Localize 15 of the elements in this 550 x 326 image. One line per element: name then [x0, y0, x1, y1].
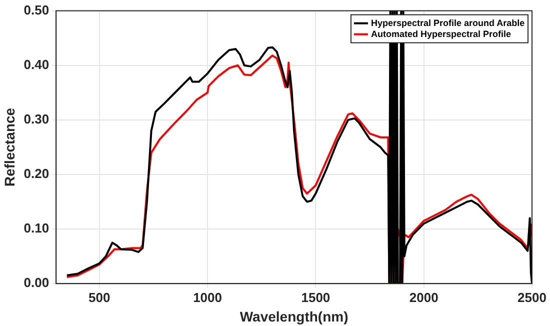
- y-axis-title: Reflectance: [1, 108, 18, 186]
- y-tick-label: 0.40: [24, 56, 50, 72]
- x-tick-label: 1500: [301, 290, 330, 305]
- y-tick-label: 0.20: [24, 166, 50, 182]
- x-tick-label: 1000: [193, 290, 222, 305]
- legend-label: Automated Hyperspectral Profile: [370, 28, 511, 39]
- x-tick-label: 2500: [518, 290, 546, 305]
- y-tick-label: 0.10: [24, 220, 50, 236]
- x-tick-label: 500: [88, 290, 110, 305]
- legend-label: Hyperspectral Profile around Arable: [370, 18, 525, 28]
- x-axis-title: Wavelength(nm): [240, 308, 348, 324]
- y-tick-label: 0.30: [24, 112, 50, 126]
- x-tick-label: 2000: [409, 290, 438, 305]
- y-tick-label: 0.00: [24, 275, 50, 290]
- y-tick-label: 0.50: [24, 2, 50, 18]
